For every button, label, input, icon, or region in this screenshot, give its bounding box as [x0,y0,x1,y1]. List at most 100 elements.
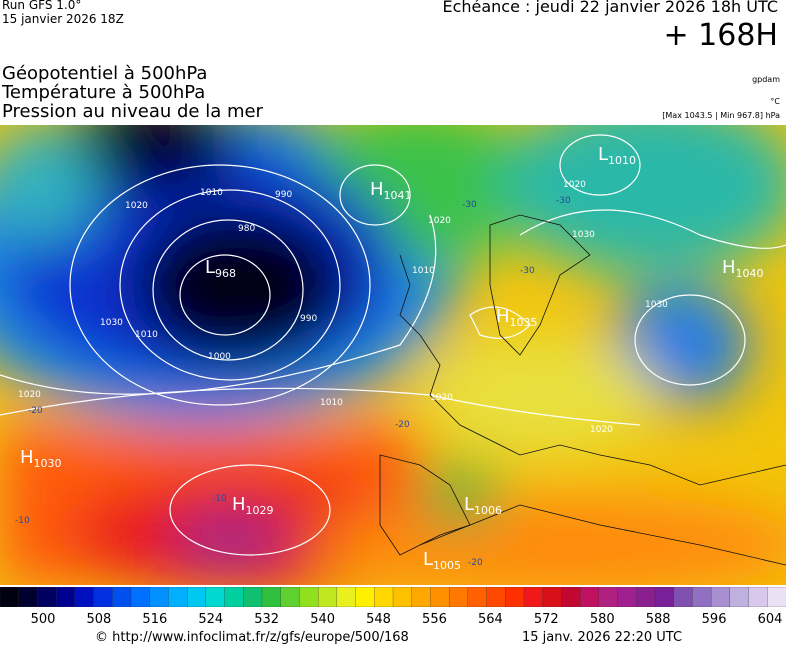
colorbar-label: 532 [254,612,279,627]
temperature-label: -10 [212,494,227,504]
coastlines [379,214,786,566]
temperature-label: -20 [28,406,43,416]
unit-label: [Max 1043.5 | Min 967.8] hPa [662,111,780,120]
colorbar-swatch [168,587,188,607]
colorbar-swatch [224,587,244,607]
temperature-label: -30 [462,200,477,210]
pressure-center: L1005 [423,549,461,572]
colorbar-label: 596 [702,612,727,627]
colorbar-swatch [692,587,712,607]
isobars [0,134,786,556]
valid-time: Echéance : jeudi 22 janvier 2026 18h UTC [442,0,778,16]
colorbar-swatch [411,587,432,607]
colorbar-swatch [430,587,450,607]
colorbar-swatch [636,587,656,607]
isobar-label: 1010 [200,188,223,198]
footer-source: © http://www.infoclimat.fr/z/gfs/europe/… [95,630,409,645]
colorbar-label: 604 [758,612,783,627]
colorbar-label: 564 [478,612,503,627]
pressure-center: H1035 [496,306,538,329]
center-value: 1010 [608,154,636,167]
colorbar-swatch [767,587,786,607]
isobar-label: 1020 [18,390,41,400]
center-letter: H [232,494,246,515]
colorbar-swatch [37,587,57,607]
colorbar-swatch [18,587,39,607]
colorbar-swatch [336,587,357,607]
colorbar-swatch [55,587,76,607]
colorbar-label: 540 [310,612,335,627]
colorbar-swatch [673,587,694,607]
colorbar-label: 572 [534,612,559,627]
center-value: 1041 [384,189,412,202]
colorbar-swatch [280,587,301,607]
colorbar-swatch [710,587,731,607]
colorbar-swatch [130,587,151,607]
pressure-center: H1040 [722,257,764,280]
isobar-label: 1000 [208,352,231,362]
colorbar-label: 580 [590,612,615,627]
isobar-label: 1020 [428,216,451,226]
colorbar-swatch [523,587,544,607]
colorbar-swatch [205,587,226,607]
colorbar-swatch [598,587,619,607]
temperature-field [0,125,786,585]
lead-time: + 168H [663,18,779,53]
colorbar-swatch [299,587,319,607]
colorbar-swatch [542,587,563,607]
colorbar-swatch [74,587,95,607]
colorbar-swatch [729,587,750,607]
colorbar-label: 508 [87,612,112,627]
colorbar-swatch [505,587,525,607]
isobar-label: 1010 [135,330,158,340]
colorbar-swatch [112,587,132,607]
center-letter: L [464,494,474,515]
colorbar-label: 500 [31,612,56,627]
center-value: 1005 [433,559,461,572]
colorbar-swatch [243,587,263,607]
footer-date: 15 janv. 2026 22:20 UTC [522,630,683,645]
colorbar-label: 516 [142,612,167,627]
center-letter: H [722,257,736,278]
run-date: 15 janvier 2026 18Z [2,12,124,26]
isobar-label: 980 [238,224,255,234]
colorbar-swatch [579,587,600,607]
pressure-center: L1010 [598,144,636,167]
temperature-label: -30 [556,196,571,206]
pressure-center: L968 [205,257,236,280]
center-value: 968 [215,267,236,280]
colorbar-swatch [261,587,282,607]
temperature-label: -10 [15,516,30,526]
center-value: 1035 [510,316,538,329]
colorbar-swatch [448,587,469,607]
center-letter: H [370,179,384,200]
center-value: 1030 [34,457,62,470]
center-letter: L [423,549,433,570]
isobar-label: 1010 [320,398,343,408]
center-value: 1040 [736,267,764,280]
center-letter: L [598,144,608,165]
center-letter: L [205,257,215,278]
unit-label: gpdam [752,75,780,84]
isobar-label: 990 [300,314,317,324]
colorbar-swatch [149,587,170,607]
field-title: Température à 500hPa [2,82,206,103]
colorbar-swatch [392,587,413,607]
colorbar-labels: 500 508 516 524 532 540 548 556 564 572 580 588 596 6… [31,612,783,627]
isobar-label: 1020 [590,425,613,435]
temperature-label: -20 [395,420,410,430]
isobar-label: 1020 [430,393,453,403]
colorbar-swatch [467,587,488,607]
pressure-center: H1029 [232,494,274,517]
unit-label: °C [770,97,780,106]
temperature-label: -20 [468,558,483,568]
isobar-label: 990 [275,190,292,200]
field-title: Pression au niveau de la mer [2,101,263,122]
colorbar-swatch [748,587,768,607]
colorbar-swatch [317,587,338,607]
colorbar [0,587,786,607]
center-letter: H [496,306,510,327]
colorbar-swatch [561,587,581,607]
